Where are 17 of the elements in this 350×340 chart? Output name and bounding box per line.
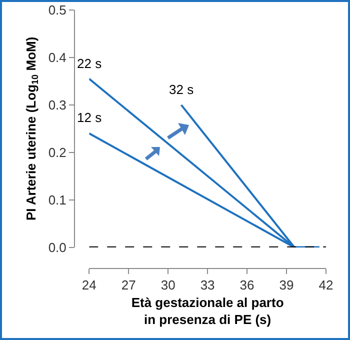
x-tick-label: 33 (200, 278, 215, 293)
x-tick-label: 39 (279, 278, 294, 293)
x-tick-label: 36 (240, 278, 254, 293)
x-tick-label: 27 (121, 278, 136, 293)
y-tick-label: 0.4 (48, 50, 66, 66)
y-tick-label: 0.0 (48, 240, 66, 255)
y-tick-label: 0.1 (48, 192, 66, 208)
x-tick-label: 42 (318, 278, 334, 293)
x-tick-label: 24 (82, 278, 96, 293)
x-tick-label: 30 (160, 278, 176, 293)
series-label: 22 s (77, 56, 102, 71)
y-tick-label: 0.3 (48, 97, 66, 112)
y-tick-label: 0.5 (48, 2, 66, 18)
x-axis-title: Età gestazionale al parto in presenza di PE (s) (131, 295, 284, 328)
series-label: 32 s (169, 82, 194, 97)
series-label: 12 s (77, 110, 102, 125)
y-tick-label: 0.2 (48, 144, 66, 160)
